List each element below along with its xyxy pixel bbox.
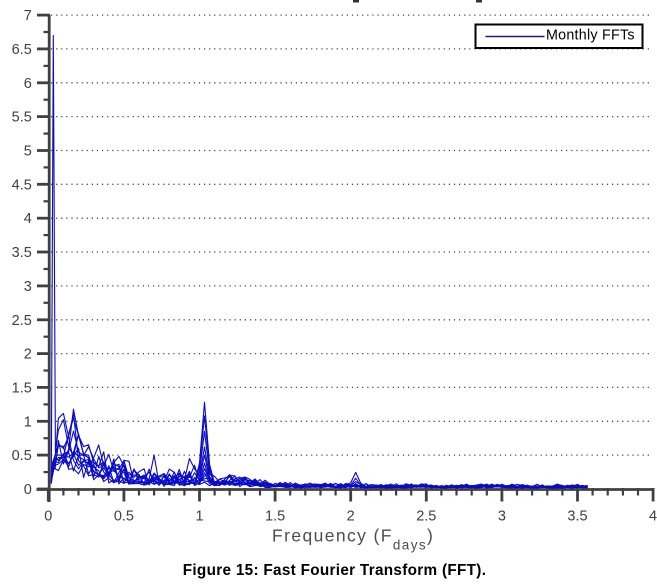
svg-text:4.5: 4.5 — [12, 177, 32, 193]
svg-text:6.5: 6.5 — [12, 42, 32, 58]
svg-text:0: 0 — [24, 482, 32, 498]
svg-text:1.5: 1.5 — [265, 509, 285, 525]
svg-text:2: 2 — [347, 509, 355, 525]
svg-text:6: 6 — [24, 76, 32, 92]
svg-text:2.5: 2.5 — [12, 313, 32, 329]
svg-text:4: 4 — [24, 211, 32, 227]
svg-text:3: 3 — [24, 279, 32, 295]
svg-text:1.5: 1.5 — [12, 380, 32, 396]
svg-text:1: 1 — [195, 509, 203, 525]
svg-text:3.5: 3.5 — [12, 245, 32, 261]
svg-text:5: 5 — [24, 144, 32, 160]
svg-text:3.5: 3.5 — [567, 509, 587, 525]
svg-text:Monthly FFTs: Monthly FFTs — [546, 28, 635, 44]
svg-text:7: 7 — [24, 8, 32, 24]
svg-text:5.5: 5.5 — [12, 110, 32, 126]
svg-text:0.5: 0.5 — [114, 509, 134, 525]
svg-text:0.5: 0.5 — [12, 448, 32, 464]
svg-text:1: 1 — [24, 414, 32, 430]
svg-text:3: 3 — [498, 509, 506, 525]
svg-text:2.5: 2.5 — [416, 509, 436, 525]
svg-text:Figure 15: Fast Fourier Transf: Figure 15: Fast Fourier Transform (FFT). — [183, 562, 487, 579]
svg-text:0: 0 — [44, 509, 52, 525]
svg-text:4: 4 — [649, 509, 657, 525]
svg-text:2: 2 — [24, 347, 32, 363]
